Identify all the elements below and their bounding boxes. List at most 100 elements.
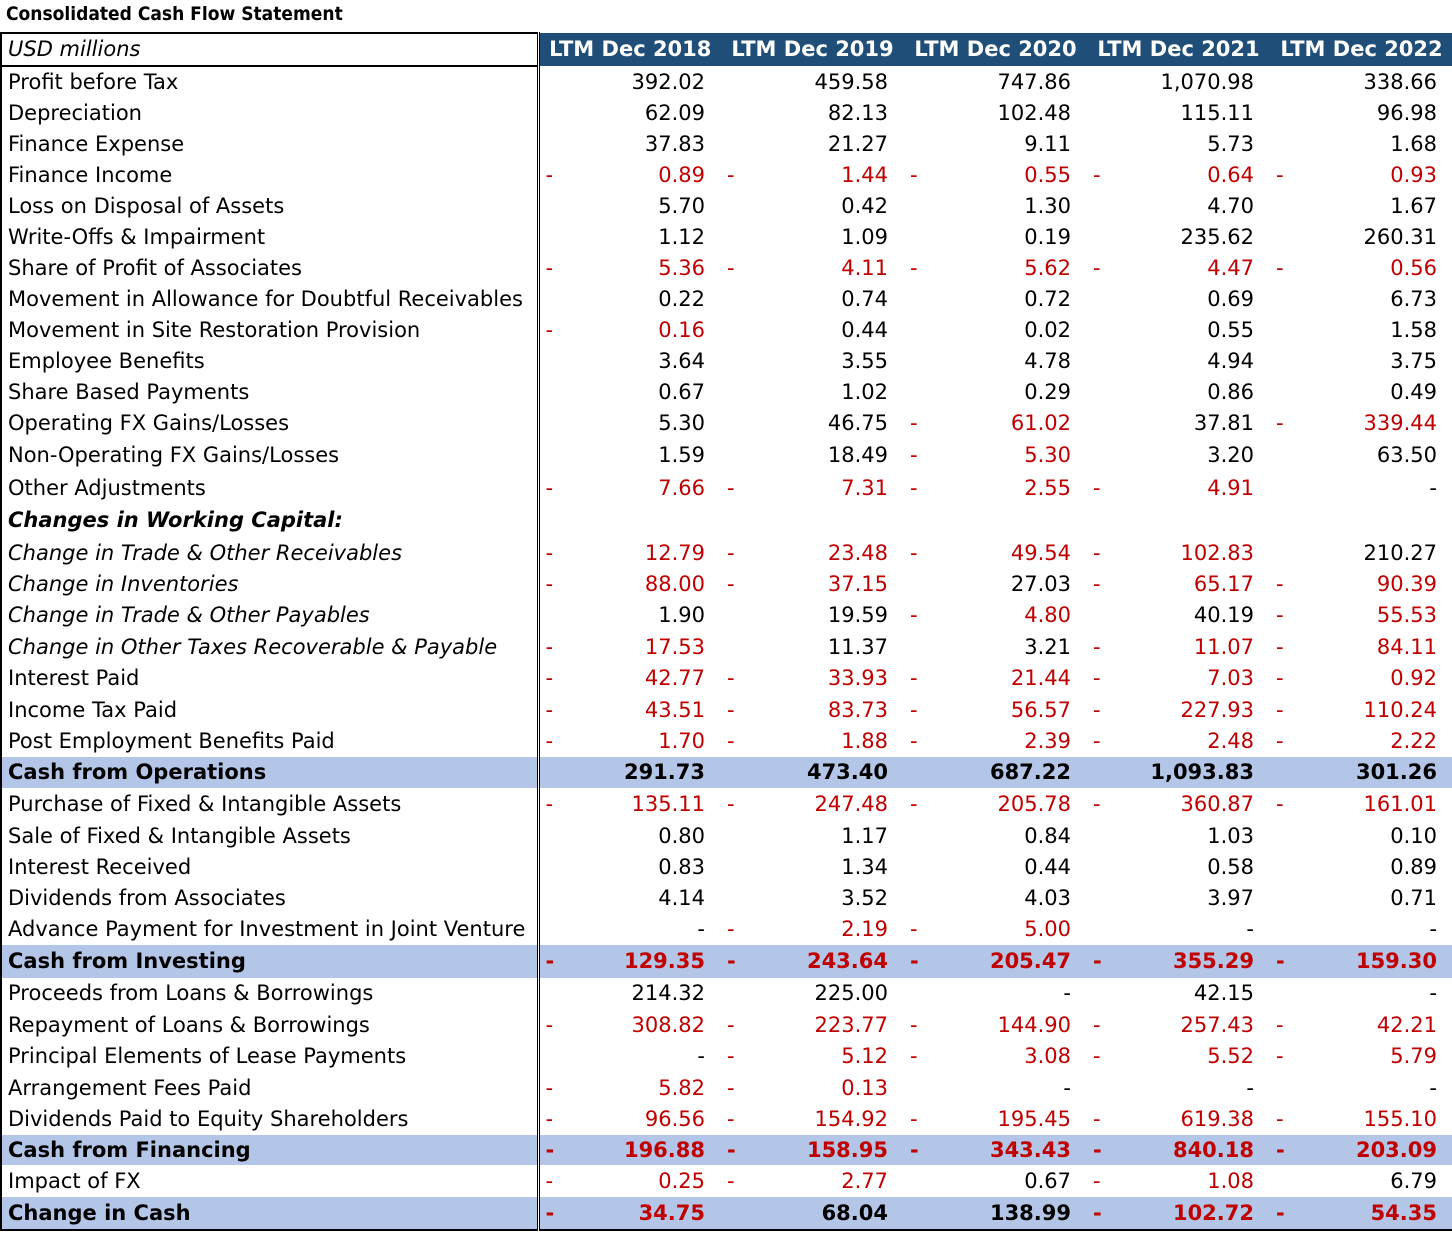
value-text: 5.52: [1207, 1044, 1254, 1068]
value-text: 1.08: [1207, 1169, 1254, 1193]
value-cell: - 4.11: [721, 253, 904, 284]
value-cell: 4.03: [904, 883, 1087, 914]
value-text: 17.53: [644, 635, 705, 659]
value-cell: - 0.92: [1270, 663, 1452, 694]
negative-marker: -: [910, 729, 918, 753]
negative-marker: -: [727, 1044, 735, 1068]
value-text: 43.51: [644, 698, 705, 722]
negative-marker: -: [1093, 1201, 1102, 1225]
value-text: 63.50: [1376, 443, 1437, 467]
value-text: -: [697, 1044, 705, 1068]
value-text: 840.18: [1172, 1138, 1254, 1162]
value-text: 243.64: [806, 949, 888, 973]
value-text: 747.86: [997, 69, 1071, 94]
table-row: Proceeds from Loans & Borrowings 214.32 22…: [0, 978, 1452, 1009]
value-text: 3.52: [841, 886, 888, 910]
row-label: Advance Payment for Investment in Joint …: [0, 914, 540, 945]
value-cell: 338.66: [1270, 66, 1452, 98]
value-cell: 6.73: [1270, 284, 1452, 315]
value-cell: 747.86: [904, 66, 1087, 98]
value-text: 0.55: [1207, 318, 1254, 342]
value-cell: - 2.55: [904, 472, 1087, 504]
negative-marker: -: [910, 603, 918, 627]
value-text: 343.43: [989, 1138, 1071, 1162]
value-cell: 0.71: [1270, 883, 1452, 914]
value-text: 1.34: [841, 855, 888, 879]
value-cell: 1.12: [538, 222, 721, 253]
value-text: 5.00: [1024, 917, 1071, 941]
row-label: Cash from Financing: [0, 1135, 540, 1165]
value-cell: 0.02: [904, 315, 1087, 346]
value-text: 223.77: [814, 1013, 888, 1037]
row-label: Change in Trade & Other Receivables: [0, 537, 540, 569]
row-label: Principal Elements of Lease Payments: [0, 1041, 540, 1072]
negative-marker: -: [1093, 572, 1101, 596]
value-cell: - 1.44: [721, 160, 904, 191]
negative-marker: -: [910, 476, 918, 500]
negative-marker: -: [1093, 635, 1101, 659]
row-label: Sale of Fixed & Intangible Assets: [0, 821, 540, 852]
value-text: 4.94: [1207, 349, 1254, 373]
value-cell: 0.10: [1270, 821, 1452, 852]
row-label: Impact of FX: [0, 1165, 540, 1197]
value-cell: - 203.09: [1270, 1135, 1452, 1165]
value-cell: 68.04: [721, 1197, 904, 1231]
negative-marker: -: [910, 443, 918, 467]
value-text: 102.48: [997, 101, 1071, 125]
value-text: 34.75: [638, 1201, 705, 1225]
negative-marker: -: [1093, 476, 1101, 500]
negative-marker: -: [910, 1044, 918, 1068]
value-text: 0.10: [1390, 824, 1437, 848]
value-cell: - 102.72: [1087, 1197, 1270, 1231]
value-text: 135.11: [631, 792, 705, 816]
table-row: Dividends from Associates 4.14 3.52 4.03 3.9…: [0, 883, 1452, 914]
value-text: 4.78: [1024, 349, 1071, 373]
value-cell: 1.68: [1270, 129, 1452, 160]
negative-marker: -: [910, 1107, 918, 1131]
value-text: 90.39: [1376, 572, 1437, 596]
negative-marker: -: [1093, 949, 1102, 973]
value-text: 21.27: [827, 132, 888, 156]
value-cell: - 43.51: [538, 694, 721, 726]
value-cell: [1087, 504, 1270, 537]
table-row: Advance Payment for Investment in Joint …: [0, 914, 1452, 945]
value-text: 42.15: [1193, 981, 1254, 1005]
value-cell: 392.02: [538, 66, 721, 98]
value-cell: - 42.77: [538, 663, 721, 694]
value-cell: - 343.43: [904, 1135, 1087, 1165]
negative-marker: -: [727, 698, 735, 722]
value-cell: - 144.90: [904, 1009, 1087, 1041]
table-row: Loss on Disposal of Assets 5.70 0.42 1.30 4.…: [0, 191, 1452, 222]
value-text: 46.75: [827, 411, 888, 435]
negative-marker: -: [910, 256, 918, 280]
value-text: 110.24: [1363, 698, 1437, 722]
negative-marker: -: [1276, 1013, 1284, 1037]
value-text: 83.73: [827, 698, 888, 722]
value-text: 257.43: [1180, 1013, 1254, 1037]
value-cell: 11.37: [721, 631, 904, 663]
value-cell: - 1.70: [538, 726, 721, 757]
value-text: 5.30: [1024, 443, 1071, 467]
negative-marker: -: [1276, 411, 1284, 435]
negative-marker: -: [727, 572, 735, 596]
value-cell: - 196.88: [538, 1135, 721, 1165]
value-text: -: [697, 917, 705, 941]
value-cell: - 5.30: [904, 439, 1087, 472]
value-cell: - 23.48: [721, 537, 904, 569]
value-text: 5.70: [658, 194, 705, 218]
negative-marker: -: [1093, 1044, 1101, 1068]
value-cell: - 205.47: [904, 945, 1087, 978]
value-text: 360.87: [1180, 792, 1254, 816]
negative-marker: -: [545, 1013, 554, 1037]
negative-marker: -: [545, 476, 554, 500]
row-label: Movement in Allowance for Doubtful Recei…: [0, 284, 540, 315]
negative-marker: -: [545, 1076, 554, 1100]
value-text: 1.59: [658, 443, 705, 467]
value-cell: - 7.03: [1087, 663, 1270, 694]
value-cell: - 42.21: [1270, 1009, 1452, 1041]
value-text: -: [1063, 1076, 1071, 1100]
value-cell: -: [538, 1041, 721, 1072]
year-header: LTM Dec 2020: [904, 33, 1087, 66]
table-row: Movement in Site Restoration Provision - 0…: [0, 315, 1452, 346]
value-cell: [538, 504, 721, 537]
